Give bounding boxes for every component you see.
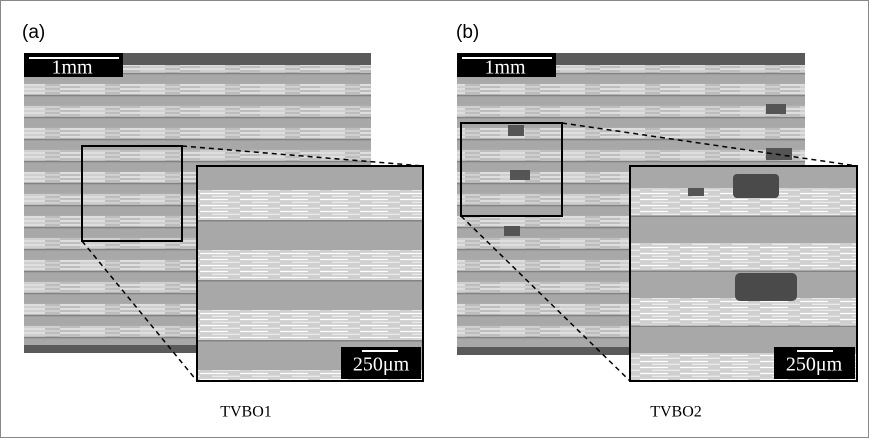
ply-layer bbox=[197, 250, 423, 280]
ply-layer bbox=[197, 220, 423, 222]
ply-layer bbox=[197, 340, 423, 342]
ply-layer bbox=[630, 326, 857, 328]
ply-layer bbox=[457, 95, 805, 97]
ply-layer bbox=[24, 106, 371, 117]
scale-label: 250μm bbox=[786, 354, 843, 376]
ply-layer bbox=[457, 117, 805, 119]
ply-layer bbox=[24, 150, 371, 161]
ply-layer bbox=[24, 161, 371, 163]
ply-layer bbox=[197, 400, 423, 402]
ply-layer bbox=[630, 298, 857, 326]
ply-layer bbox=[24, 128, 371, 139]
ply-layer bbox=[197, 280, 423, 282]
ply-layer bbox=[457, 139, 805, 141]
ply-layer bbox=[630, 243, 857, 271]
ply-layer bbox=[24, 139, 371, 141]
ply-layer bbox=[24, 84, 371, 95]
ply-layer bbox=[630, 271, 857, 273]
figure-canvas: 1mm 1mm 250μm 250μm (a) (b) TVBO1 TVBO2 bbox=[0, 0, 869, 438]
ply-layer bbox=[197, 310, 423, 340]
figure: 1mm 1mm 250μm 250μm (a) (b) TVBO1 TVBO2 bbox=[0, 0, 869, 438]
ply-layer bbox=[24, 95, 371, 97]
scale-label: 250μm bbox=[353, 354, 410, 376]
scale-label: 1mm bbox=[484, 57, 526, 79]
ply-layer bbox=[197, 190, 423, 220]
ply-layer bbox=[457, 84, 805, 95]
panel-label: (a) bbox=[22, 22, 45, 43]
ply-layer bbox=[24, 117, 371, 119]
caption: TVBO2 bbox=[650, 404, 702, 421]
ply-layer bbox=[457, 106, 805, 117]
ply-layer bbox=[457, 161, 805, 163]
panel-label: (b) bbox=[456, 22, 479, 43]
scale-label: 1mm bbox=[51, 57, 93, 79]
caption: TVBO1 bbox=[220, 404, 272, 421]
ply-layer bbox=[630, 216, 857, 218]
